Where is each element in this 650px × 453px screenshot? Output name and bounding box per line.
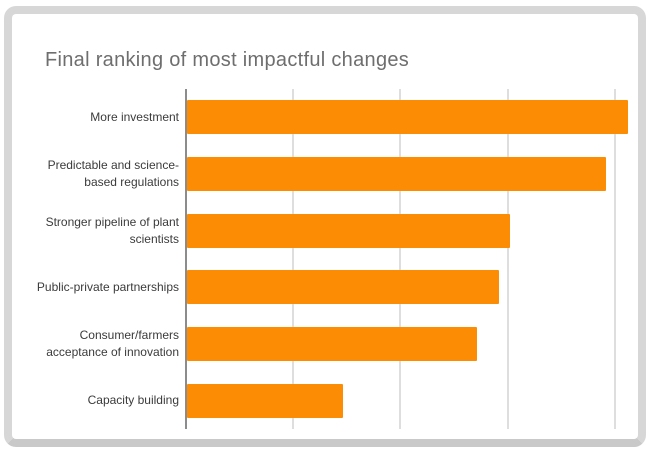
bar-row — [187, 372, 650, 429]
chart-title: Final ranking of most impactful changes — [45, 49, 410, 71]
bar — [187, 157, 607, 191]
vertical-gridline — [614, 89, 616, 429]
category-label: Stronger pipeline of plant scientists — [45, 214, 179, 246]
bar-row — [187, 89, 650, 146]
bar — [187, 100, 628, 135]
plot-area — [185, 89, 650, 429]
category-label: Capacity building — [87, 393, 179, 408]
vertical-gridline — [399, 89, 401, 429]
category-label: Predictable and science-based regulation… — [47, 158, 179, 189]
category-label-column: More investment Predictable and science-b… — [32, 89, 179, 429]
chart-card: Final ranking of most impactful changes … — [4, 6, 646, 447]
bar-row — [187, 316, 650, 373]
bar-row — [187, 259, 650, 316]
bar-row — [187, 202, 650, 259]
bar — [187, 213, 510, 248]
bar-row — [187, 146, 650, 203]
y-axis-line — [185, 89, 187, 429]
bar — [187, 327, 478, 362]
bar — [187, 270, 499, 305]
bar-rows — [187, 89, 650, 429]
category-label: More investment — [90, 109, 179, 124]
category-label: Public-private partnerships — [36, 279, 179, 294]
category-label: Consumer/farmers acceptance of innovatio… — [46, 328, 179, 360]
vertical-gridline — [291, 89, 294, 429]
bar — [187, 383, 343, 418]
vertical-gridline — [506, 89, 509, 429]
